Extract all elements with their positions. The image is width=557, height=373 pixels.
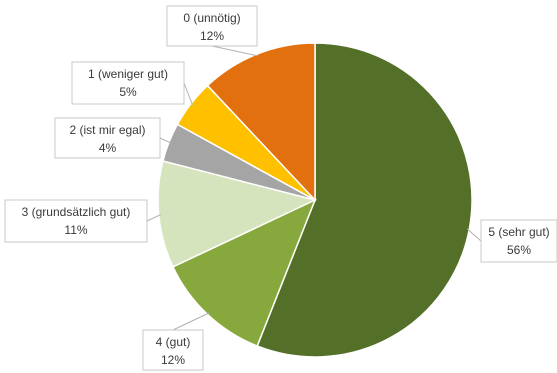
pie-slices	[157, 42, 473, 358]
data-label-category-0: 5 (sehr gut)	[488, 225, 549, 239]
data-label-box-0	[480, 219, 557, 263]
data-label-category-2: 3 (grundsätzlich gut)	[22, 205, 131, 219]
data-label-category-1: 4 (gut)	[156, 335, 191, 349]
data-label-percent-5: 12%	[200, 29, 224, 43]
data-label-callouts: 5 (sehr gut) 56% 4 (gut) 12% 3 (grundsätzlic…	[4, 5, 557, 371]
data-label-category-3: 2 (ist mir egal)	[69, 123, 145, 137]
data-label-0: 5 (sehr gut) 56%	[480, 219, 557, 263]
leader-line-2	[146, 214, 161, 222]
data-label-box-2	[4, 199, 148, 243]
leader-line-0	[466, 228, 482, 242]
data-label-box-5	[166, 5, 258, 47]
pie-slice-5	[206, 42, 316, 202]
data-label-percent-2: 11%	[64, 223, 87, 237]
data-label-percent-3: 4%	[99, 141, 117, 155]
leader-line-1	[172, 312, 210, 331]
leader-line-4	[183, 82, 193, 106]
leader-line-3	[159, 137, 172, 144]
leader-line-5	[211, 45, 259, 57]
data-label-percent-4: 5%	[119, 85, 137, 99]
data-label-percent-0: 56%	[507, 243, 531, 257]
pie-slice-1	[171, 198, 317, 347]
data-label-box-4	[71, 61, 185, 105]
data-label-box-1	[142, 329, 204, 371]
leader-lines	[146, 45, 482, 331]
data-label-percent-1: 12%	[161, 353, 185, 367]
data-label-1: 4 (gut) 12%	[142, 329, 204, 371]
data-label-category-5: 0 (unnötig)	[183, 11, 240, 25]
data-label-box-3	[54, 117, 161, 159]
data-label-category-4: 1 (weniger gut)	[88, 67, 168, 81]
data-label-5: 0 (unnötig) 12%	[166, 5, 258, 47]
pie-slice-2	[157, 160, 318, 268]
data-label-2: 3 (grundsätzlich gut) 11%	[4, 199, 148, 243]
pie-slice-0	[256, 42, 473, 358]
data-label-4: 1 (weniger gut) 5%	[71, 61, 185, 105]
data-label-3: 2 (ist mir egal) 4%	[54, 117, 161, 159]
